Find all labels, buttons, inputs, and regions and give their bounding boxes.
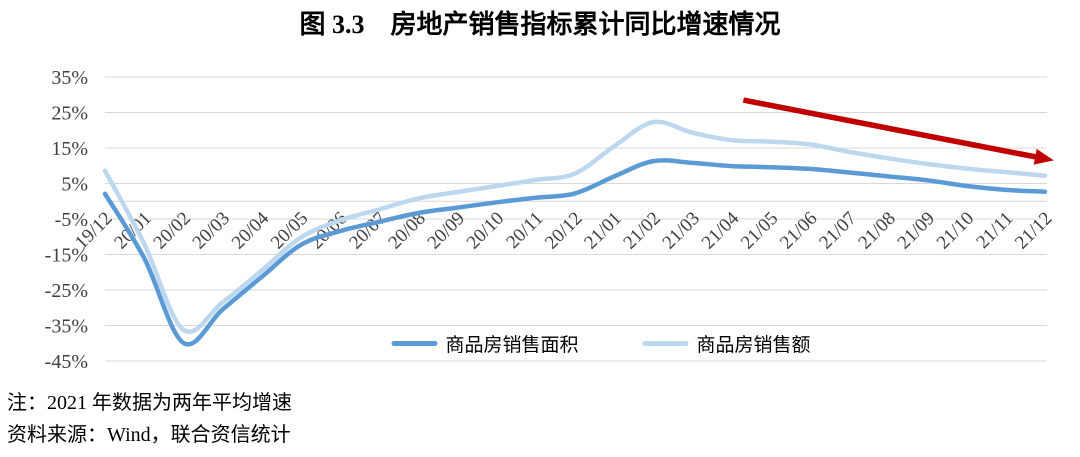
trend-arrow-head: [1033, 148, 1054, 165]
x-axis-tick-label: 21/04: [698, 208, 744, 254]
legend-label-floor-space: 商品房销售面积: [445, 335, 579, 356]
y-axis-tick-label: -45%: [45, 351, 88, 373]
y-axis-tick-label: 15%: [51, 138, 88, 160]
x-axis-tick-label: 21/05: [737, 208, 782, 253]
x-axis-tick-label: 20/12: [541, 208, 586, 253]
x-axis-tick-label: 21/10: [933, 208, 978, 253]
legend-item-floor-space: 商品房销售面积: [391, 330, 579, 357]
x-axis-tick-label: 21/08: [854, 208, 899, 253]
x-axis-tick-label: 21/07: [815, 208, 860, 253]
figure-source: 资料来源：Wind，联合资信统计: [7, 424, 291, 446]
x-axis-tick-label: 21/03: [659, 208, 704, 253]
x-axis-tick-label: 21/01: [580, 208, 625, 253]
x-axis-tick-label: 21/12: [1011, 208, 1056, 253]
legend-item-sales-value: 商品房销售额: [642, 330, 811, 357]
legend-label-sales-value: 商品房销售额: [696, 335, 811, 356]
x-axis-tick-label: 20/04: [228, 208, 274, 254]
y-axis-tick-label: 25%: [51, 103, 88, 125]
x-axis-tick-label: 21/09: [894, 208, 939, 253]
figure-title: 图 3.3 房地产销售指标累计同比增速情况: [299, 10, 781, 39]
y-axis-tick-label: -35%: [45, 316, 88, 338]
x-axis-tick-label: 20/11: [502, 208, 547, 253]
x-axis-tick-label: 21/02: [619, 208, 664, 253]
x-axis-tick-label: 20/10: [463, 208, 508, 253]
legend-line-swatch-sales-value: [642, 341, 689, 346]
x-axis-tick-label: 20/03: [189, 208, 234, 253]
y-axis-tick-label: -15%: [45, 245, 88, 267]
series-line-floor-space: [102, 158, 1048, 347]
y-axis-tick-label: -5%: [55, 209, 88, 231]
legend-line-swatch-floor-space: [391, 341, 438, 346]
y-axis-tick-label: 5%: [61, 174, 88, 196]
trend-arrow-line: [742, 97, 1037, 160]
x-axis-tick-label: 20/09: [424, 208, 469, 253]
y-axis-tick-label: 35%: [51, 67, 88, 89]
x-axis-tick-label: 20/02: [149, 208, 194, 253]
chart-legend: 商品房销售面积 商品房销售额: [391, 330, 811, 357]
figure-note: 注：2021 年数据为两年平均增速: [7, 392, 292, 414]
y-axis-tick-label: -25%: [45, 280, 88, 302]
x-axis-tick-label: 21/06: [776, 208, 821, 253]
series-line-sales-value: [102, 119, 1048, 335]
x-axis-tick-label: 21/11: [972, 208, 1017, 253]
